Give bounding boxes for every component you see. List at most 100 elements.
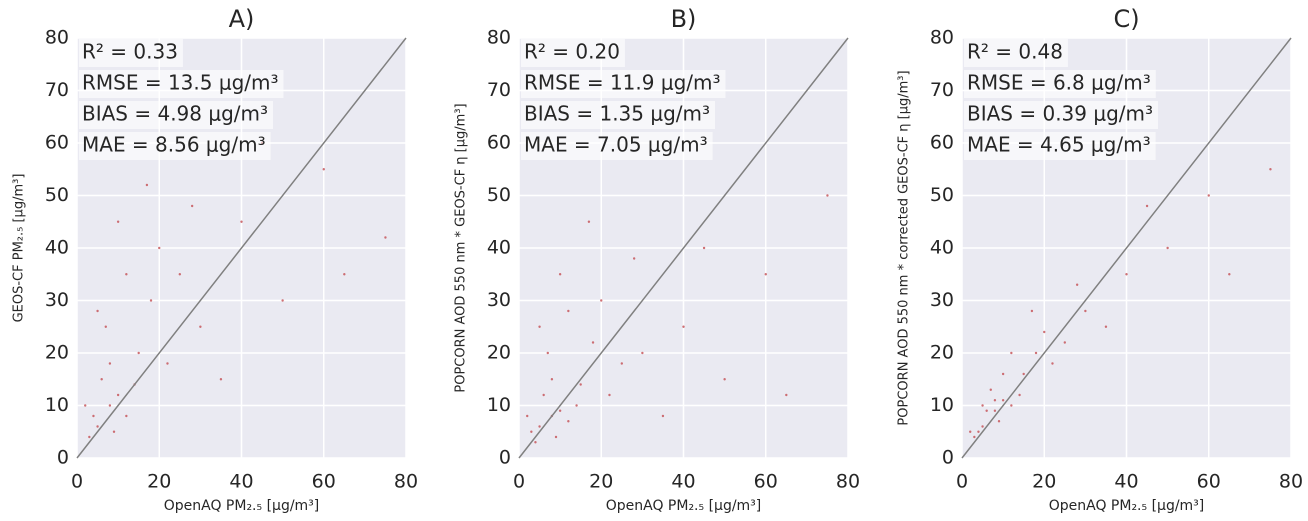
annotation: MAE = 7.05 μg/m³ bbox=[524, 133, 708, 157]
point bbox=[542, 393, 545, 397]
y-tick-label: 10 bbox=[930, 394, 954, 416]
y-tick-label: 0 bbox=[499, 447, 511, 469]
point bbox=[723, 378, 726, 381]
y-tick-label: 0 bbox=[942, 447, 954, 469]
x-tick-label: 80 bbox=[394, 471, 418, 493]
x-tick-label: 20 bbox=[589, 471, 613, 493]
point bbox=[997, 420, 1001, 423]
x-tick-label: 40 bbox=[1114, 471, 1138, 493]
one-to-one-line bbox=[518, 37, 849, 459]
x-tick-label: 60 bbox=[1197, 471, 1221, 493]
x-tick-label: 80 bbox=[1279, 471, 1303, 493]
point bbox=[1084, 309, 1087, 313]
x-tick-label: 0 bbox=[513, 471, 525, 493]
point bbox=[116, 393, 120, 397]
point bbox=[104, 325, 107, 328]
y-tick-label: 10 bbox=[487, 394, 511, 416]
x-tick-label: 20 bbox=[147, 471, 171, 493]
y-tick-label: 70 bbox=[930, 79, 954, 101]
point bbox=[125, 414, 128, 418]
point bbox=[1207, 194, 1210, 197]
point bbox=[1018, 393, 1021, 397]
point bbox=[240, 220, 243, 223]
point bbox=[1228, 273, 1231, 276]
annotation-background bbox=[79, 39, 183, 67]
y-axis-label: GEOS-CF PM₂.₅ [μg/m³] bbox=[12, 174, 27, 323]
point bbox=[558, 409, 562, 412]
point bbox=[322, 168, 325, 171]
point bbox=[96, 309, 99, 313]
y-tick-label: 70 bbox=[45, 79, 69, 101]
annotation: BIAS = 4.98 μg/m³ bbox=[82, 102, 268, 126]
point bbox=[538, 425, 541, 428]
annotation: RMSE = 6.8 μg/m³ bbox=[967, 71, 1151, 95]
point bbox=[1001, 399, 1005, 402]
annotation: BIAS = 0.39 μg/m³ bbox=[967, 102, 1153, 126]
x-tick-label: 0 bbox=[71, 471, 83, 493]
point bbox=[1125, 273, 1128, 276]
point bbox=[969, 430, 972, 433]
point bbox=[1145, 204, 1149, 208]
y-tick-label: 60 bbox=[45, 132, 69, 154]
annotation: MAE = 4.65 μg/m³ bbox=[967, 133, 1151, 157]
x-tick-label: 0 bbox=[956, 471, 968, 493]
point bbox=[88, 435, 91, 439]
point bbox=[108, 404, 112, 407]
one-to-one-line bbox=[961, 37, 1292, 459]
point bbox=[158, 246, 161, 250]
annotation: MAE = 8.56 μg/m³ bbox=[82, 133, 266, 157]
point bbox=[620, 362, 624, 365]
point bbox=[149, 299, 153, 302]
annotation-background bbox=[79, 132, 271, 160]
y-tick-label: 60 bbox=[487, 132, 511, 154]
point bbox=[764, 273, 767, 276]
annotation: RMSE = 13.5 μg/m³ bbox=[82, 71, 279, 95]
y-axis-label: POPCORN AOD 550 nm * corrected GEOS-CF η… bbox=[897, 70, 912, 425]
y-tick-label: 10 bbox=[45, 394, 69, 416]
point bbox=[591, 341, 595, 344]
x-tick-label: 20 bbox=[1032, 471, 1056, 493]
point bbox=[977, 430, 980, 433]
point bbox=[587, 220, 591, 223]
annotation: BIAS = 1.35 μg/m³ bbox=[524, 102, 710, 126]
point bbox=[567, 309, 570, 313]
annotation-background bbox=[964, 101, 1159, 129]
point bbox=[702, 246, 706, 250]
chart-title: B) bbox=[671, 5, 697, 33]
point bbox=[526, 414, 529, 418]
x-tick-label: 80 bbox=[836, 471, 860, 493]
point bbox=[826, 194, 829, 197]
point bbox=[108, 362, 112, 365]
annotation-background bbox=[964, 70, 1156, 98]
x-tick-label: 60 bbox=[312, 471, 336, 493]
y-tick-label: 80 bbox=[45, 27, 69, 49]
point bbox=[1075, 283, 1079, 286]
point bbox=[1010, 351, 1013, 355]
point bbox=[1166, 246, 1169, 250]
point bbox=[538, 325, 541, 328]
point bbox=[785, 393, 788, 397]
x-tick-label: 40 bbox=[229, 471, 253, 493]
point bbox=[550, 378, 554, 381]
x-axis-label: OpenAQ PM₂.₅ [μg/m³] bbox=[606, 498, 762, 514]
point bbox=[1051, 362, 1054, 365]
annotation-background bbox=[521, 132, 713, 160]
y-tick-label: 30 bbox=[930, 289, 954, 311]
point bbox=[1043, 330, 1046, 334]
point bbox=[1034, 351, 1038, 355]
x-tick-label: 60 bbox=[754, 471, 778, 493]
y-tick-label: 20 bbox=[45, 342, 69, 364]
y-tick-label: 20 bbox=[487, 342, 511, 364]
point bbox=[281, 299, 284, 302]
y-tick-label: 70 bbox=[487, 79, 511, 101]
point bbox=[575, 404, 578, 407]
annotation-background bbox=[79, 70, 284, 98]
y-tick-label: 30 bbox=[487, 289, 511, 311]
y-tick-label: 30 bbox=[45, 289, 69, 311]
x-axis-label: OpenAQ PM₂.₅ [μg/m³] bbox=[164, 498, 320, 514]
point bbox=[993, 409, 997, 412]
point bbox=[567, 420, 570, 423]
point bbox=[190, 204, 194, 208]
annotation-background bbox=[521, 101, 716, 129]
